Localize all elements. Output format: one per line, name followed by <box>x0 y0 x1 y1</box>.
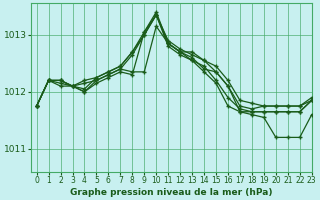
X-axis label: Graphe pression niveau de la mer (hPa): Graphe pression niveau de la mer (hPa) <box>70 188 272 197</box>
